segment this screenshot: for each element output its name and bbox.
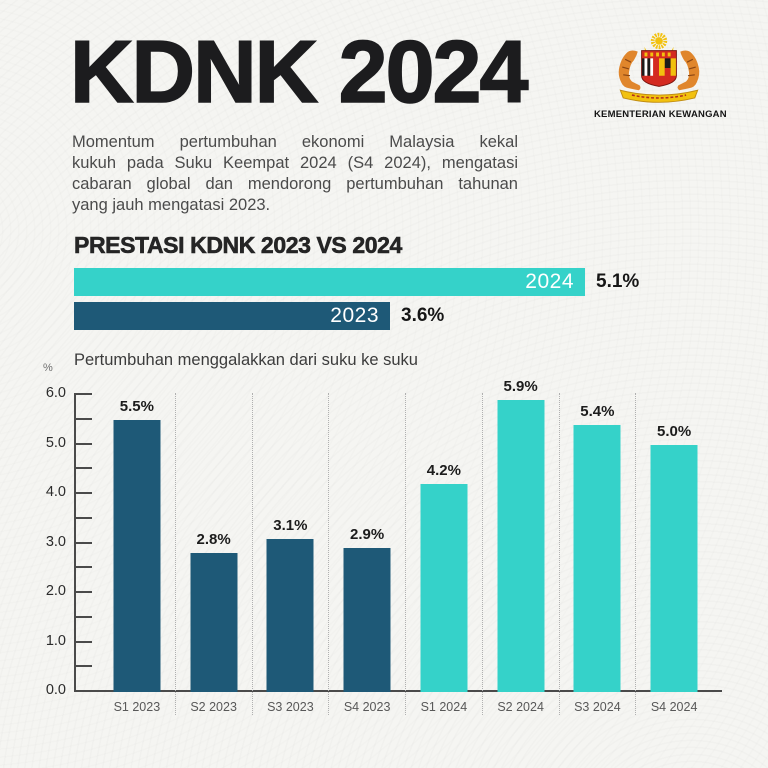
x-axis-label-s1-2023: S1 2023: [113, 700, 161, 714]
y-tick-label-3: 3.0: [45, 533, 66, 550]
chart-bar-s2-2024: [497, 399, 545, 692]
y-axis-unit-label: %: [43, 362, 53, 374]
bar-value-label-s3-2024: 5.4%: [580, 402, 615, 420]
y-tick-label-1: 1.0: [45, 632, 66, 649]
x-axis-label-s2-2024: S2 2024: [497, 700, 544, 714]
y-axis-tick: [76, 665, 92, 668]
page-title: KDNK 2024: [69, 22, 529, 121]
y-tick-label-6: 6.0: [45, 385, 66, 401]
chart-column-s1-2024: 4.2% S1 2024: [405, 393, 482, 715]
bar-2023: 2023: [74, 302, 390, 330]
y-tick-label-2: 2.0: [45, 583, 66, 599]
quarterly-bar-chart: 5.5% S1 2023 2.8% S2 2023 3.1% S3 2023 2.9% S4 …: [46, 378, 722, 715]
hbar-row-2024: 2024 5.1%: [74, 268, 734, 296]
chart-column-s3-2023: 3.1% S3 2023: [251, 393, 329, 715]
bar-2024: 2024: [74, 268, 585, 296]
chart-bar-s1-2024: [420, 484, 468, 692]
bar-2024-label: 2024: [525, 270, 574, 293]
y-axis-tick: [76, 393, 92, 395]
coat-of-arms-icon: [618, 32, 700, 103]
x-axis-label-s3-2023: S3 2023: [267, 700, 314, 714]
chart-column-s2-2023: 2.8% S2 2023: [174, 393, 252, 715]
y-axis-tick: [76, 541, 92, 544]
logo-caption: KEMENTERIAN KEWANGAN: [594, 109, 727, 120]
chart-column-s4-2023: 2.9% S4 2023: [328, 393, 405, 715]
comparison-section: PRESTASI KDNK 2023 VS 2024 2024 5.1% 202…: [74, 232, 734, 336]
bar-2024-value: 5.1%: [596, 271, 640, 292]
y-axis-tick: [76, 615, 92, 618]
x-axis-label-s4-2024: S4 2024: [650, 700, 698, 714]
x-axis-label-s2-2023: S2 2023: [190, 700, 237, 714]
chart-bar-s3-2023: [266, 538, 314, 692]
chart-bar-s1-2023: [113, 419, 161, 692]
y-axis-line: [74, 393, 76, 692]
description-line: cabaran global dan mendorong pertumbuhan…: [72, 175, 518, 193]
bar-value-label-s2-2023: 2.8%: [196, 531, 231, 549]
description-line: Momentum pertumbuhan ekonomi Malaysia ke…: [72, 133, 518, 151]
bar-value-label-s2-2024: 5.9%: [503, 377, 538, 395]
chart-column-s2-2024: 5.9% S2 2024: [481, 378, 559, 715]
chart-column-s4-2024: 5.0% S4 2024: [635, 393, 712, 715]
chart-bar-s2-2023: [190, 553, 238, 692]
hbar-row-2023: 2023 3.6%: [74, 302, 734, 330]
comparison-heading: PRESTASI KDNK 2023 VS 2024: [74, 232, 403, 259]
bar-2023-label: 2023: [330, 304, 379, 327]
y-axis-tick: [76, 640, 92, 643]
y-axis-tick: [76, 492, 92, 494]
bar-value-label-s1-2024: 4.2%: [426, 462, 461, 480]
chart-column-s1-2023: 5.5% S1 2023: [99, 393, 175, 715]
y-tick-label-0: 0.0: [45, 682, 66, 698]
bar-value-label-s3-2023: 3.1%: [273, 516, 308, 534]
description: Momentum pertumbuhan ekonomi Malaysia ke…: [72, 132, 518, 216]
x-axis-label-s3-2024: S3 2024: [574, 700, 621, 714]
chart-bar-s4-2024: [650, 444, 698, 692]
chart-bar-s3-2024: [573, 424, 621, 692]
ministry-logo: KEMENTERIAN KEWANGAN: [594, 30, 727, 120]
y-axis-tick: [76, 566, 92, 569]
x-axis-label-s4-2023: S4 2023: [343, 700, 391, 714]
y-tick-label-4: 4.0: [45, 484, 66, 500]
y-axis-tick: [76, 591, 92, 593]
description-line: kukuh pada Suku Keempat 2024 (S4 2024), …: [72, 154, 518, 172]
bar-value-label-s4-2023: 2.9%: [350, 526, 385, 544]
bar-2023-value: 3.6%: [401, 305, 445, 326]
chart-columns: 5.5% S1 2023 2.8% S2 2023 3.1% S3 2023 2.9% S4 …: [99, 378, 712, 715]
y-axis-tick: [76, 467, 92, 470]
y-axis-tick: [76, 516, 92, 519]
bar-value-label-s4-2024: 5.0%: [657, 422, 692, 440]
x-axis-label-s1-2024: S1 2024: [420, 700, 468, 714]
chart-bar-s4-2023: [343, 548, 391, 692]
chart-title: Pertumbuhan menggalakkan dari suku ke su…: [74, 351, 418, 369]
y-axis-tick: [76, 442, 92, 445]
y-axis-tick: [76, 690, 92, 692]
description-line: yang jauh mengatasi 2023.: [72, 196, 271, 214]
y-tick-label-5: 5.0: [45, 434, 66, 451]
bar-value-label-s1-2023: 5.5%: [119, 397, 154, 415]
y-axis-tick: [76, 417, 92, 420]
chart-column-s3-2024: 5.4% S3 2024: [558, 393, 636, 715]
x-axis-baseline: [74, 690, 722, 692]
